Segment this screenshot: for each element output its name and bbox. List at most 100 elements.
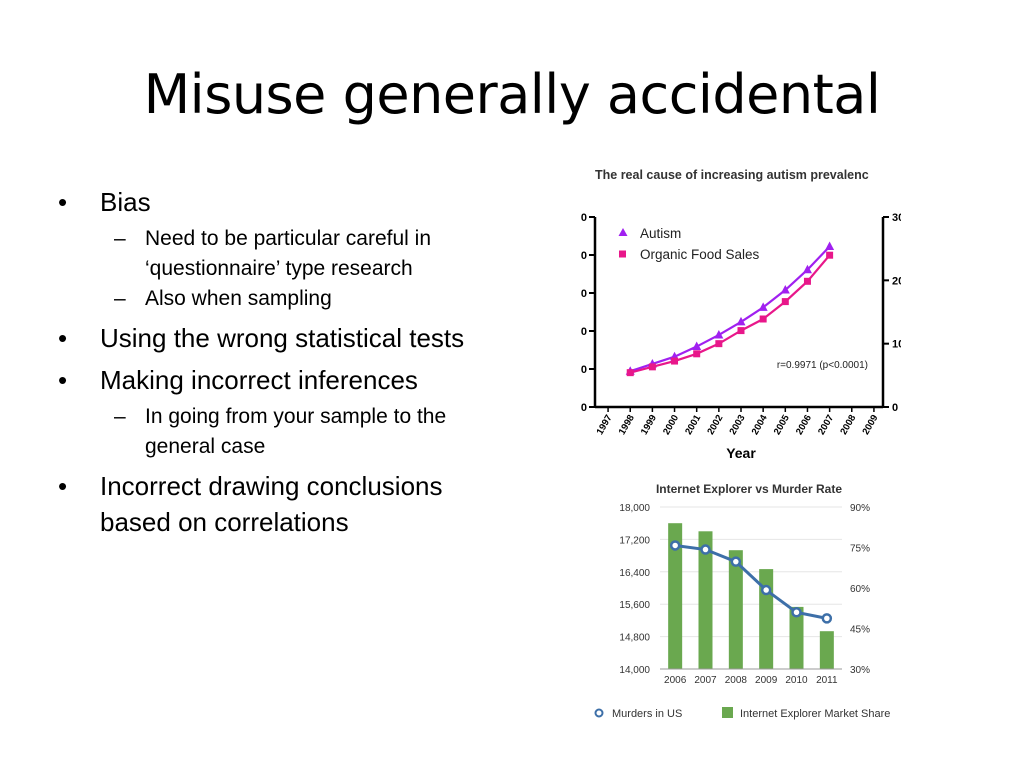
data-point-square [715, 340, 723, 348]
x-tick-label: 2006 [664, 675, 687, 686]
legend-marker-square [619, 250, 626, 258]
x-tick-label: 2000 [661, 413, 681, 437]
y2-tick-label: 60% [850, 584, 870, 595]
data-point-square [671, 357, 679, 365]
sub-bullet: – In going from your sample to the genera… [100, 402, 508, 462]
y2-tick-label: 20 [892, 275, 901, 287]
legend-label: Murders in US [612, 708, 682, 720]
bullet-marker: • [58, 323, 68, 353]
x-tick-label: 2004 [750, 412, 770, 436]
y-tick-label: 14,000 [619, 665, 650, 676]
data-point-triangle [736, 316, 746, 326]
y2-tick-label: 45% [850, 625, 870, 636]
y-tick-label: 17,200 [619, 535, 650, 546]
murders-point [730, 556, 742, 567]
ie-murder-chart: Internet Explorer vs Murder Rate 18,000 17… [578, 474, 924, 724]
bullet-marker: • [58, 365, 68, 395]
y-tick-label: 0 [581, 288, 587, 300]
dash-marker: – [114, 405, 126, 428]
x-tick-label: 2011 [816, 675, 838, 686]
legend-label: Organic Food Sales [640, 247, 760, 262]
sub-bullet-list: – Need to be particular careful in ‘quest… [100, 224, 508, 314]
data-point-square [803, 277, 811, 285]
legend-marker-bar [722, 707, 733, 718]
legend-label: Autism [640, 226, 681, 241]
x-tick-label: 1997 [595, 413, 615, 437]
legend-label: Internet Explorer Market Share [740, 708, 890, 720]
y2-tick-label: 10 [892, 339, 901, 351]
correlation-annotation: r=0.9971 (p<0.0001) [777, 360, 868, 371]
x-tick-label: 2002 [705, 413, 725, 437]
murders-point [669, 540, 681, 551]
data-point-square [737, 327, 745, 335]
sub-bullet: – Need to be particular careful in ‘quest… [100, 224, 508, 284]
bullet-text: Incorrect drawing conclusions based on c… [100, 471, 443, 537]
x-axis-label: Year [726, 445, 756, 461]
x-tick-label: 2008 [838, 413, 858, 437]
x-tick-label: 2009 [860, 413, 880, 437]
bullet-text: Bias [100, 187, 151, 217]
y-tick-label: 0 [581, 326, 587, 338]
ie-share-bar [698, 531, 713, 669]
data-point-square [648, 363, 656, 371]
series-line-0 [629, 245, 831, 373]
x-tick-label: 2005 [772, 412, 792, 436]
autism-organic-chart: The real cause of increasing autism prev… [555, 162, 901, 470]
y2-tick-label: 30% [850, 665, 870, 676]
ie-share-bar [819, 631, 834, 669]
murders-line [674, 543, 828, 620]
data-point-square [781, 298, 789, 306]
bullet-text: Making incorrect inferences [100, 365, 418, 395]
sub-bullet-list: – In going from your sample to the genera… [100, 402, 508, 462]
chart-title: The real cause of increasing autism prev… [595, 168, 869, 182]
y-tick-label: 14,800 [619, 633, 650, 644]
x-tick-label: 1999 [639, 413, 659, 437]
bullet-list: • Bias – Need to be particular careful in… [58, 184, 508, 544]
sub-bullet-text: Need to be particular careful in ‘questi… [145, 227, 431, 280]
x-tick-label: 2006 [794, 413, 814, 437]
y-tick-label: 18,000 [619, 503, 650, 514]
x-tick-label: 1998 [617, 413, 637, 437]
data-point-triangle [780, 285, 790, 294]
series-line-1 [629, 254, 831, 374]
x-tick-label: 2003 [728, 413, 748, 437]
ie-share-bar [668, 523, 683, 669]
bullet-bias: • Bias – Need to be particular careful in… [58, 184, 508, 314]
y-tick-label: 0 [581, 250, 587, 262]
data-point-triangle [692, 341, 702, 351]
y-tick-label: 0 [581, 402, 587, 414]
legend-marker-triangle [618, 228, 628, 236]
ie-murder-chart-svg: Internet Explorer vs Murder Rate 18,000 17… [594, 482, 890, 720]
x-tick-label: 2010 [785, 675, 808, 686]
sub-bullet-text: Also when sampling [145, 287, 332, 310]
autism-organic-chart-svg: The real cause of increasing autism prev… [581, 168, 901, 461]
bullet-text: Using the wrong statistical tests [100, 323, 465, 353]
x-tick-label: 2007 [694, 675, 717, 686]
legend-marker-circle [594, 708, 604, 718]
bullet-marker: • [58, 187, 68, 217]
y2-tick-label: 75% [850, 544, 870, 555]
data-point-triangle [714, 329, 724, 339]
slide-title: Misuse generally accidental [143, 63, 881, 126]
murders-point [760, 584, 772, 596]
chart-title: Internet Explorer vs Murder Rate [656, 482, 842, 496]
dash-marker: – [114, 287, 126, 310]
y-tick-label: 0 [581, 212, 587, 224]
y2-tick-label: 0 [892, 402, 898, 414]
y-tick-label: 15,600 [619, 600, 650, 611]
data-point-square [759, 315, 767, 323]
murders-point [700, 544, 711, 555]
sub-bullet-text: In going from your sample to the general… [145, 405, 447, 458]
sub-bullet: – Also when sampling [100, 284, 508, 314]
murders-point [791, 607, 802, 618]
data-point-square [693, 350, 701, 358]
data-point-triangle [802, 264, 812, 274]
x-tick-label: 2008 [725, 675, 748, 686]
data-point-triangle [758, 302, 768, 311]
murders-point [821, 613, 833, 624]
ie-share-bar [789, 606, 804, 669]
y-tick-label: 16,400 [619, 568, 650, 579]
data-point-square [826, 251, 834, 259]
bullet-wrong-tests: • Using the wrong statistical tests [58, 320, 508, 356]
x-tick-label: 2007 [816, 413, 836, 437]
